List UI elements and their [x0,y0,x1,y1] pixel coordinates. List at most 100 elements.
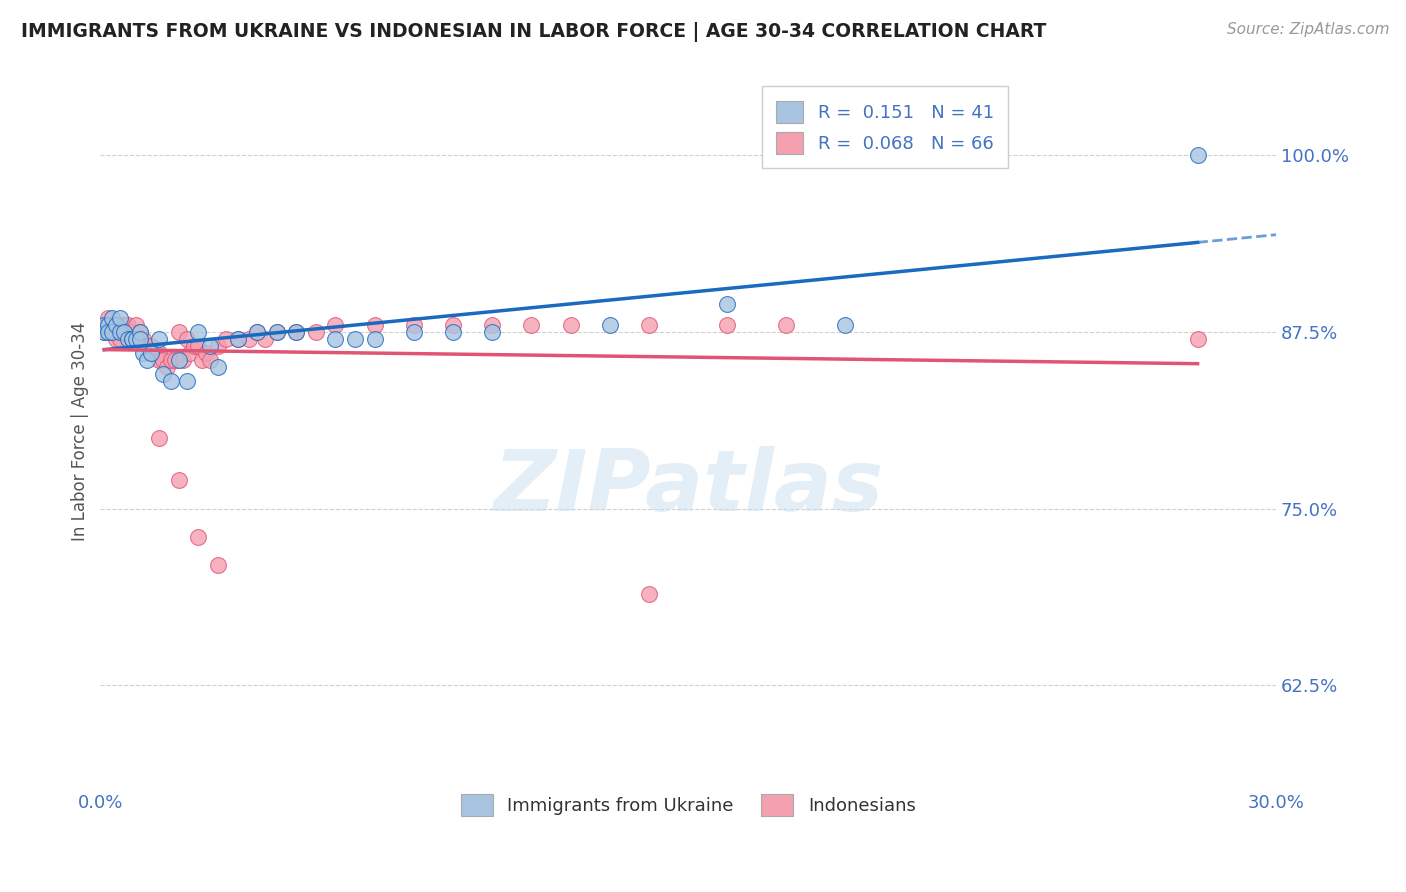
Point [117,332,139,346]
Point [108,325,131,339]
Point [215,332,238,346]
Point [325,332,347,346]
Point [441,325,464,339]
Point [132,332,155,346]
Point [124,318,146,332]
Point [638,586,661,600]
Point [156,360,179,375]
Point [121,332,143,346]
Point [198,339,221,353]
Text: Source: ZipAtlas.com: Source: ZipAtlas.com [1226,22,1389,37]
Point [136,353,159,368]
Point [97,318,120,332]
Point [152,368,174,382]
Point [108,325,131,339]
Point [363,318,385,332]
Point [1187,332,1209,346]
Point [226,332,249,346]
Point [148,431,170,445]
Point [481,318,503,332]
Point [599,318,621,332]
Point [1187,148,1209,162]
Point [105,318,128,332]
Point [183,339,205,353]
Point [97,325,120,339]
Point [128,325,150,339]
Point [93,318,115,332]
Point [101,325,124,339]
Y-axis label: In Labor Force | Age 30-34: In Labor Force | Age 30-34 [72,321,89,541]
Point [132,346,155,360]
Point [108,332,131,346]
Point [176,375,198,389]
Point [253,332,276,346]
Point [560,318,582,332]
Point [285,325,308,339]
Point [97,318,120,332]
Point [187,530,209,544]
Point [112,318,135,332]
Text: ZIPatlas: ZIPatlas [494,446,883,529]
Point [128,332,150,346]
Point [246,325,269,339]
Point [246,325,269,339]
Point [172,353,194,368]
Point [481,325,503,339]
Point [344,332,367,346]
Point [160,375,183,389]
Point [191,353,214,368]
Point [187,325,209,339]
Point [638,318,661,332]
Point [97,310,120,325]
Point [441,318,464,332]
Point [195,346,218,360]
Point [520,318,543,332]
Point [305,325,328,339]
Point [121,325,143,339]
Point [108,310,131,325]
Point [325,318,347,332]
Point [93,318,115,332]
Point [101,310,124,325]
Point [167,474,190,488]
Point [167,325,190,339]
Point [117,325,139,339]
Point [207,360,229,375]
Point [93,325,115,339]
Point [160,353,183,368]
Point [136,339,159,353]
Point [124,332,146,346]
Point [402,318,425,332]
Point [187,339,209,353]
Point [167,353,190,368]
Point [285,325,308,339]
Point [93,325,115,339]
Point [128,325,150,339]
Point [101,318,124,332]
Point [198,353,221,368]
Point [143,346,166,360]
Point [266,325,288,339]
Point [716,318,738,332]
Point [148,332,170,346]
Point [112,325,135,339]
Point [363,332,385,346]
Point [101,325,124,339]
Point [207,558,229,573]
Point [179,346,201,360]
Point [128,332,150,346]
Point [266,325,288,339]
Point [207,339,229,353]
Point [101,325,124,339]
Point [124,332,146,346]
Point [163,353,186,368]
Point [402,325,425,339]
Point [117,318,139,332]
Point [148,346,170,360]
Point [176,332,198,346]
Point [105,318,128,332]
Text: IMMIGRANTS FROM UKRAINE VS INDONESIAN IN LABOR FORCE | AGE 30-34 CORRELATION CHA: IMMIGRANTS FROM UKRAINE VS INDONESIAN IN… [21,22,1046,42]
Point [108,318,131,332]
Point [141,339,163,353]
Point [238,332,260,346]
